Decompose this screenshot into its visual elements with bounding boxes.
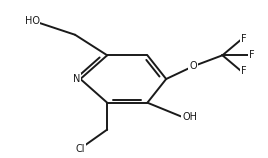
Text: HO: HO	[25, 15, 40, 26]
Text: N: N	[73, 74, 80, 84]
Text: F: F	[249, 50, 255, 60]
Text: O: O	[189, 61, 197, 71]
Text: F: F	[241, 34, 247, 45]
Text: OH: OH	[182, 112, 197, 122]
Text: F: F	[241, 66, 247, 76]
Text: Cl: Cl	[76, 143, 85, 154]
